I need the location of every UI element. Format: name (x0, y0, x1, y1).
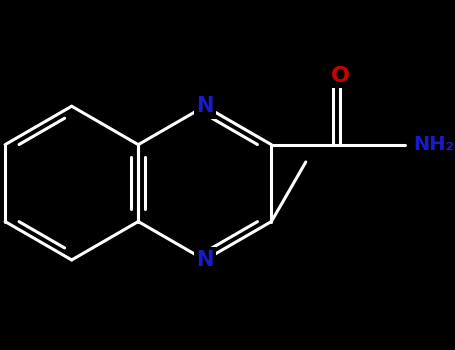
Text: O: O (331, 66, 350, 86)
Text: NH₂: NH₂ (413, 135, 454, 154)
Text: N: N (196, 250, 213, 270)
Text: N: N (196, 96, 213, 116)
